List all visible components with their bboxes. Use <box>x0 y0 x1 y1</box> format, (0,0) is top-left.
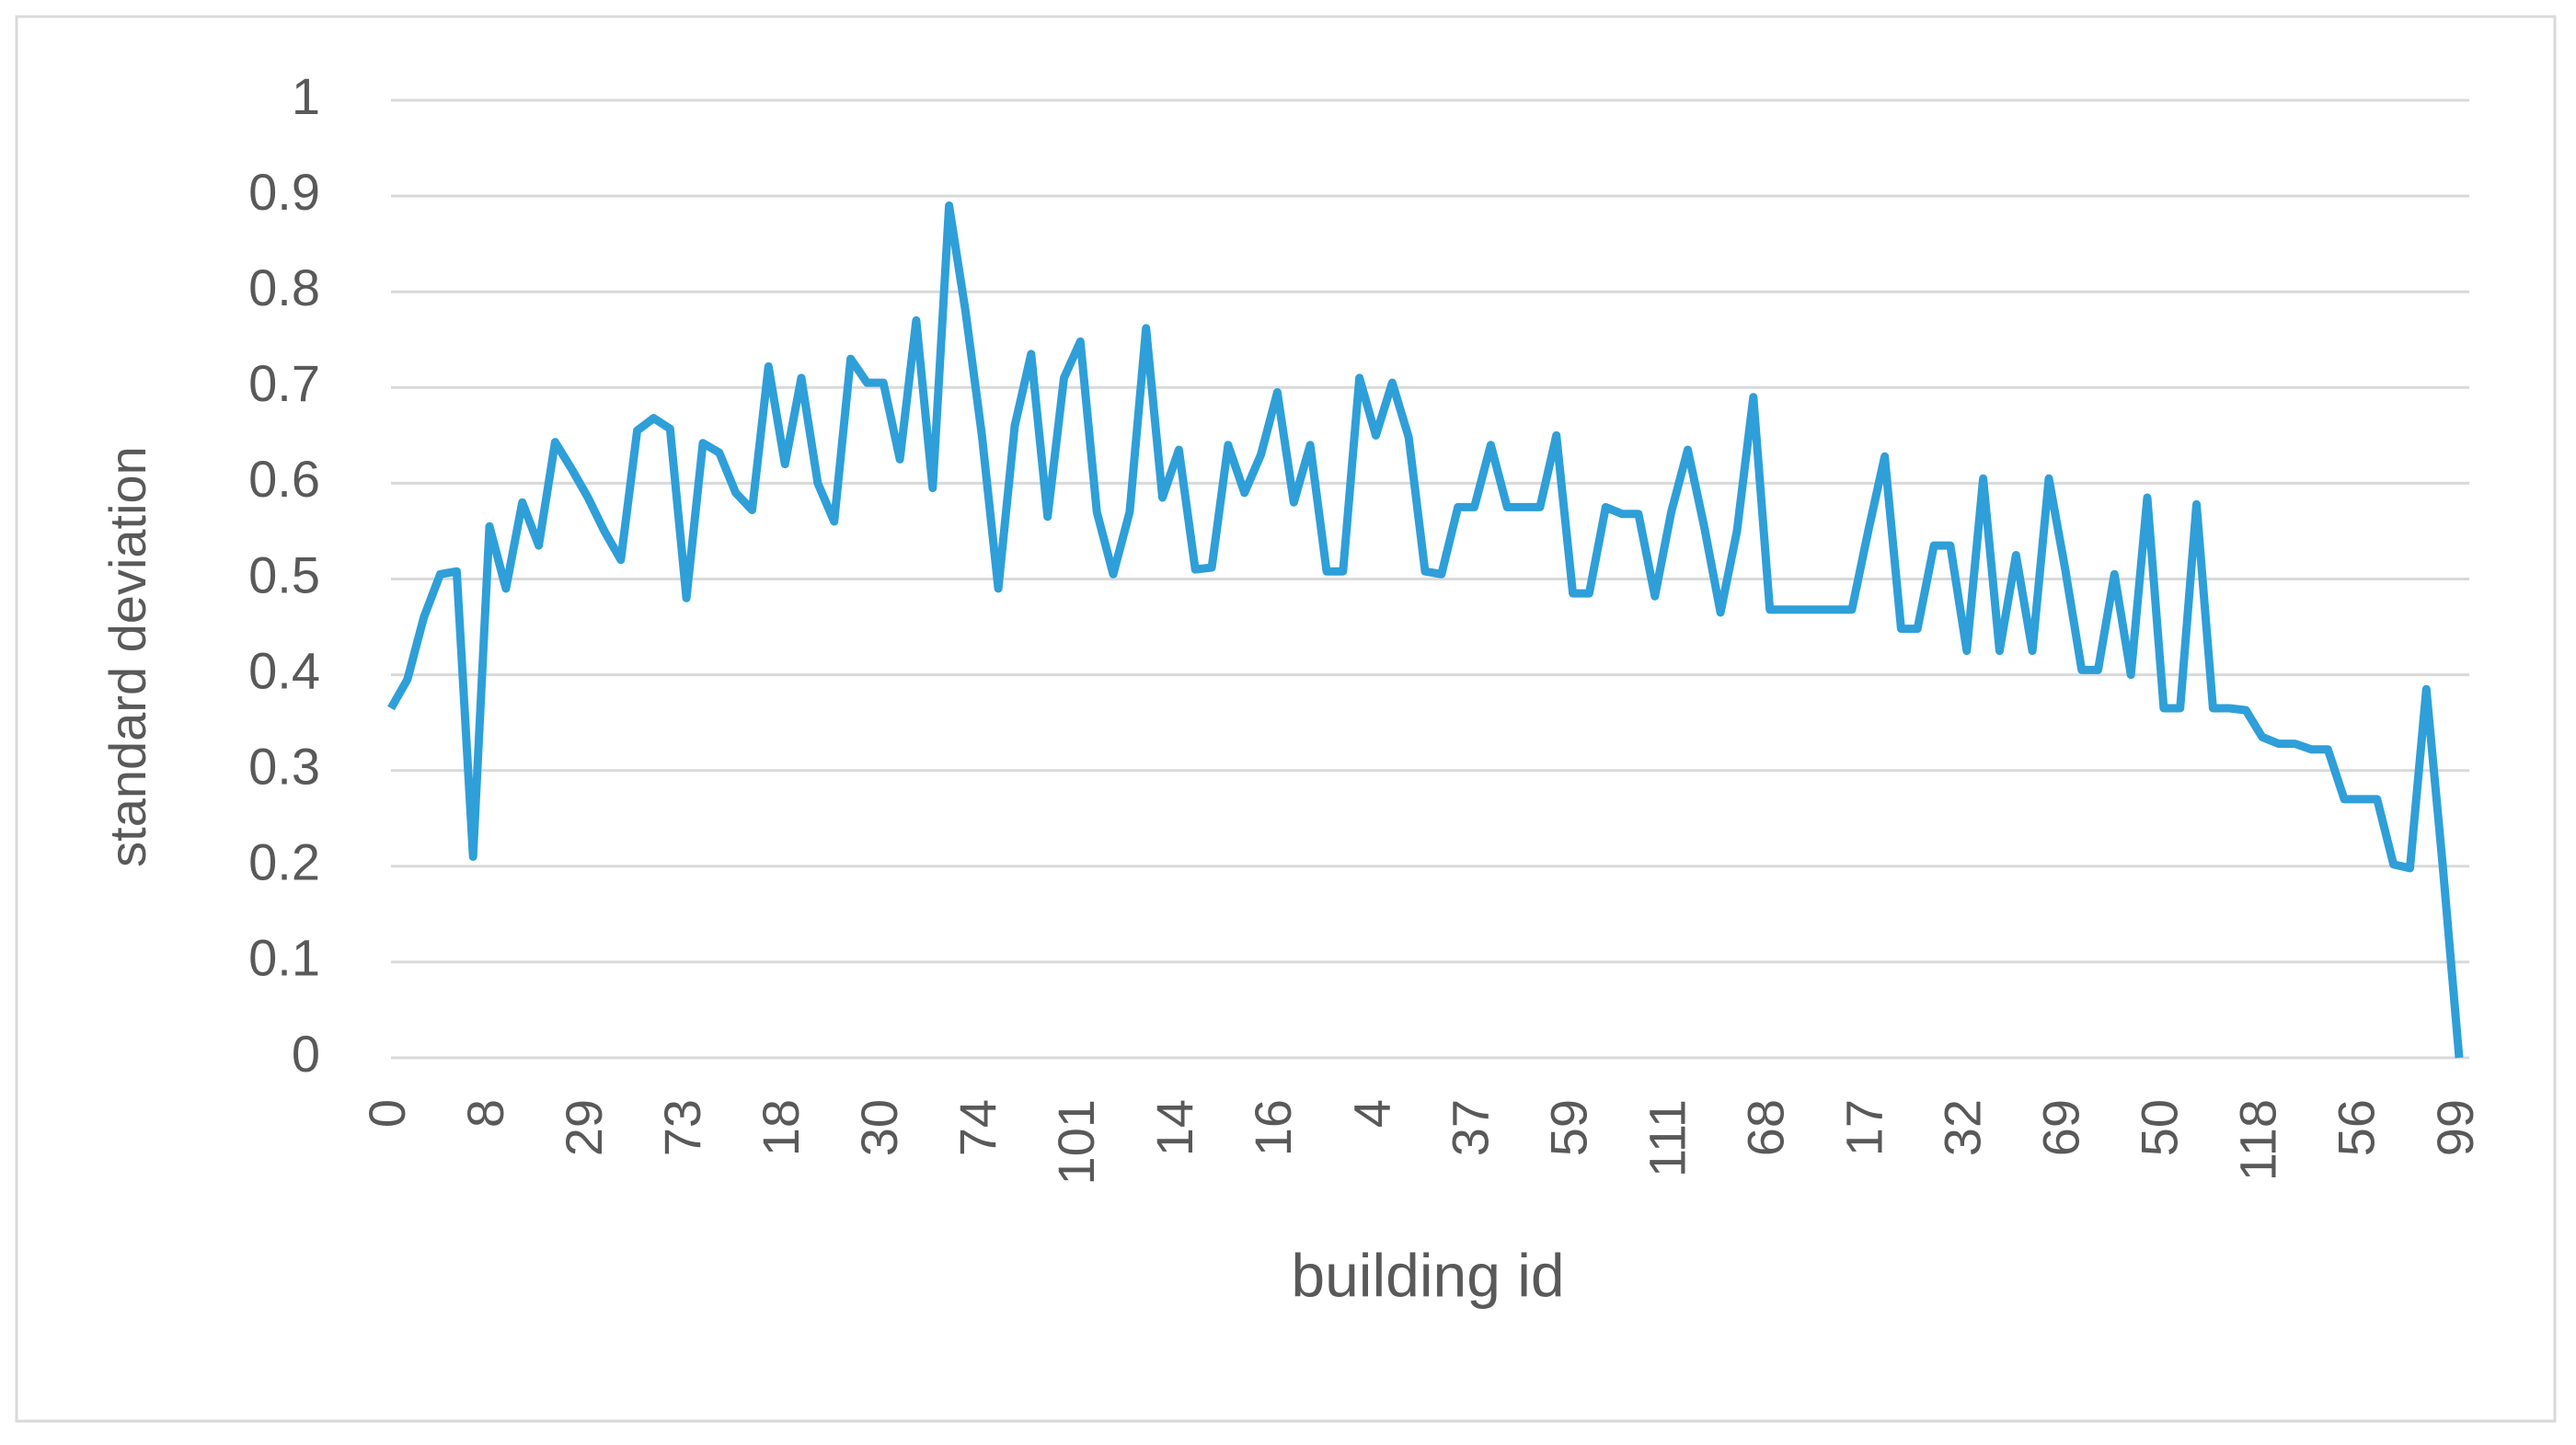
y-tick-label: 0.2 <box>248 833 320 891</box>
x-tick-label: 59 <box>1539 1099 1597 1156</box>
y-tick-label: 0.8 <box>248 258 320 316</box>
x-tick-label: 14 <box>1145 1099 1203 1156</box>
y-tick-label: 0.7 <box>248 354 320 412</box>
x-axis-title: building id <box>1291 1241 1564 1309</box>
y-tick-label: 0.5 <box>248 545 320 603</box>
x-tick-label: 4 <box>1342 1099 1400 1128</box>
x-tick-label: 0 <box>358 1099 416 1128</box>
x-tick-label: 29 <box>555 1099 613 1156</box>
x-tick-label: 118 <box>2229 1099 2287 1181</box>
y-tick-label: 0.6 <box>248 450 320 508</box>
x-tick-label: 111 <box>1638 1099 1696 1177</box>
x-tick-label: 50 <box>2131 1099 2189 1156</box>
y-tick-label: 0.1 <box>248 929 320 987</box>
x-tick-label: 69 <box>2032 1099 2090 1156</box>
x-tick-label: 101 <box>1047 1099 1105 1185</box>
chart-frame <box>15 15 2557 1423</box>
y-axis-title: standard deviation <box>98 446 156 867</box>
x-tick-label: 37 <box>1441 1099 1499 1156</box>
data-line <box>387 201 2464 1059</box>
x-tick-label: 73 <box>653 1099 711 1156</box>
x-tick-label: 74 <box>949 1099 1006 1156</box>
x-tick-label: 16 <box>1244 1099 1302 1156</box>
x-tick-label: 17 <box>1835 1099 1893 1156</box>
x-tick-label: 8 <box>456 1099 514 1128</box>
x-tick-label: 18 <box>752 1099 810 1156</box>
y-tick-label: 0 <box>292 1025 320 1083</box>
x-tick-label: 56 <box>2328 1099 2386 1156</box>
x-tick-label: 68 <box>1736 1099 1794 1156</box>
x-tick-label: 99 <box>2426 1099 2484 1156</box>
y-tick-label: 0.4 <box>248 641 320 699</box>
y-tick-label: 0.9 <box>248 163 320 221</box>
x-tick-label: 32 <box>1934 1099 1992 1156</box>
x-tick-label: 30 <box>850 1099 908 1156</box>
y-tick-label: 1 <box>292 67 320 125</box>
y-tick-label: 0.3 <box>248 737 320 795</box>
